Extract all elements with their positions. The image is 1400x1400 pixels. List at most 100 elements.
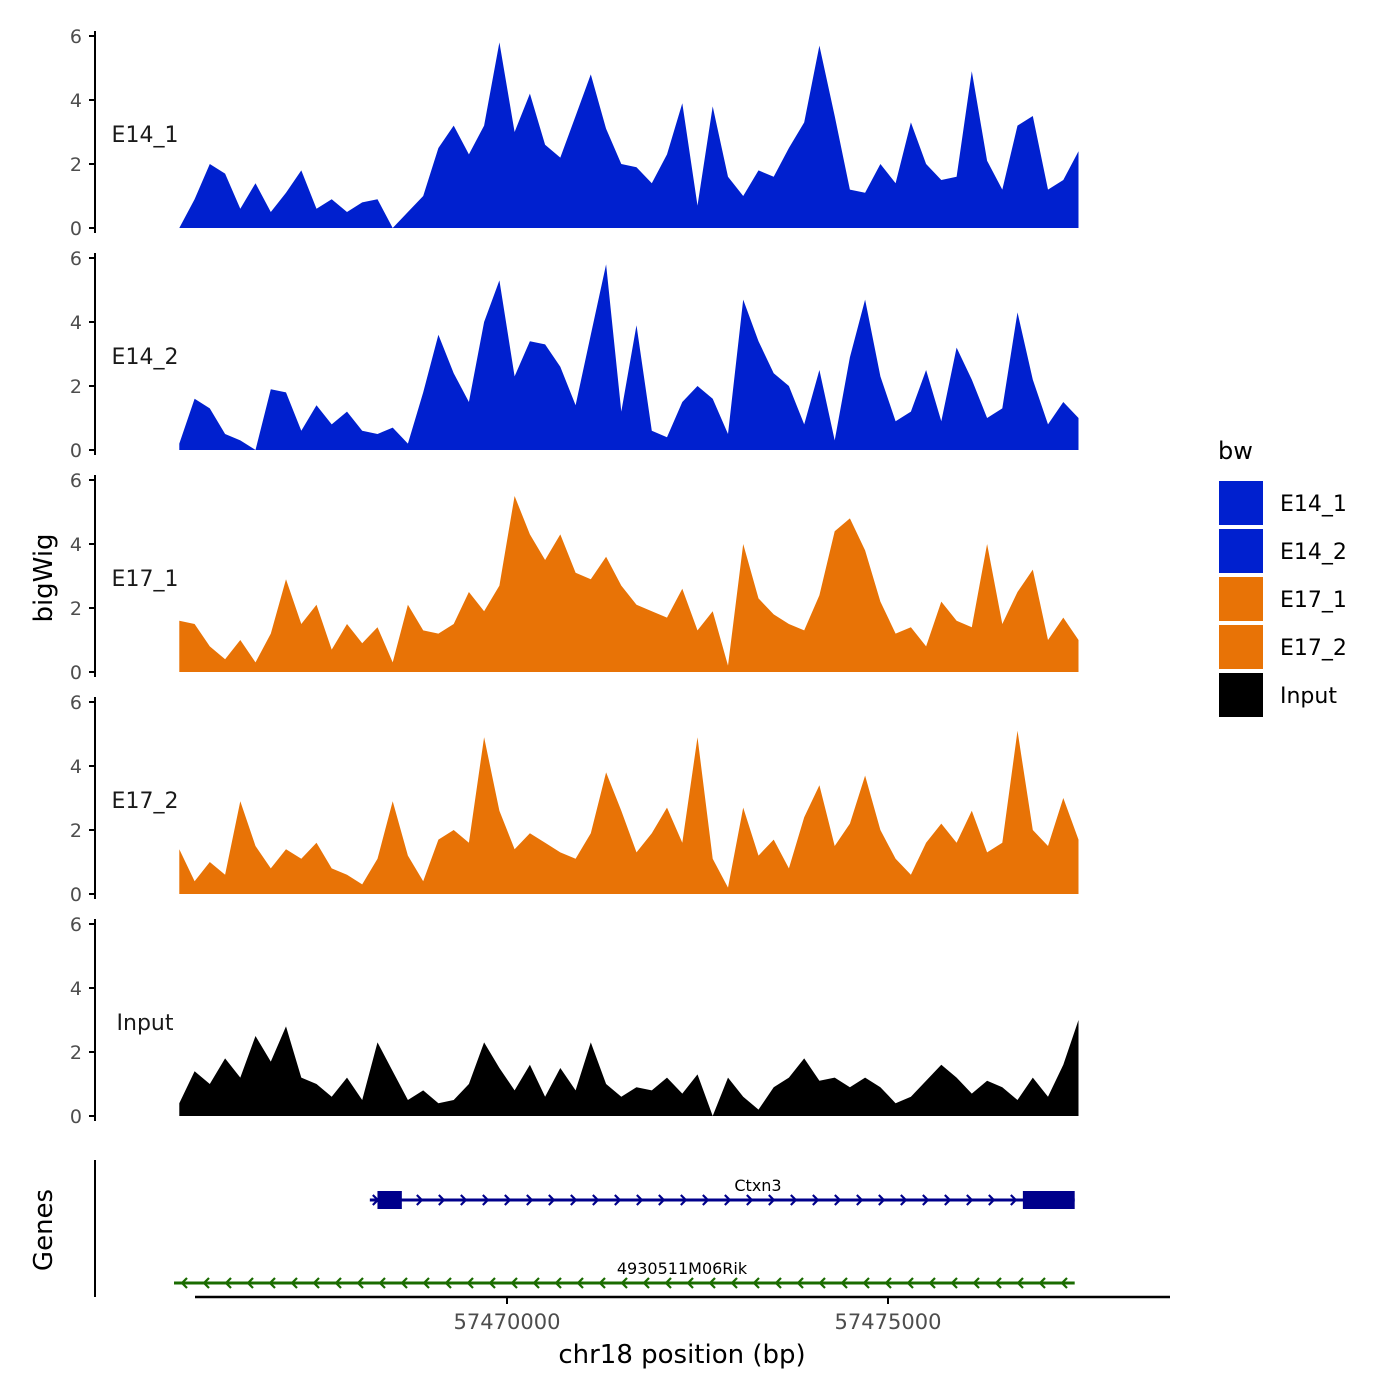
strand-arrow <box>1016 1277 1024 1289</box>
strand-arrow <box>686 1277 694 1289</box>
strand-arrow <box>730 1277 738 1289</box>
y-tick-label: 0 <box>70 662 82 684</box>
y-tick-label: 0 <box>70 440 82 462</box>
legend-swatch <box>1219 625 1263 669</box>
strand-arrow <box>664 1277 672 1289</box>
strand-arrow <box>312 1277 320 1289</box>
strand-arrow <box>598 1277 606 1289</box>
strand-arrow <box>460 1194 468 1206</box>
genes-axis-title: Genes <box>29 1189 59 1271</box>
strand-arrow <box>554 1277 562 1289</box>
y-tick-label: 0 <box>70 1106 82 1128</box>
track-panels: 0 2 4 6 E14_1 0 2 4 6 E14_2 0 2 4 6 E17_1 0 2 4 6 E17_2 0 2 4 6… <box>70 26 1079 1128</box>
strand-arrow <box>796 1277 804 1289</box>
strand-arrow <box>856 1194 864 1206</box>
strand-arrow <box>724 1194 732 1206</box>
exon-block <box>377 1191 402 1209</box>
strand-arrow <box>752 1277 760 1289</box>
y-tick-label: 0 <box>70 884 82 906</box>
track-label: Input <box>117 1011 174 1036</box>
strand-arrow <box>944 1194 952 1206</box>
y-tick-label: 4 <box>70 756 82 778</box>
legend-label: Input <box>1280 684 1337 709</box>
strand-arrow <box>840 1277 848 1289</box>
strand-arrow <box>400 1277 408 1289</box>
strand-arrow <box>224 1277 232 1289</box>
gene-name: 4930511M06Rik <box>617 1259 748 1278</box>
legend-swatch <box>1219 577 1263 621</box>
track-e17-2: 0 2 4 6 E17_2 <box>70 692 1079 906</box>
strand-arrow <box>482 1194 490 1206</box>
gene-name: Ctxn3 <box>734 1176 781 1195</box>
strand-arrow <box>950 1277 958 1289</box>
strand-arrow <box>526 1194 534 1206</box>
strand-arrow <box>504 1194 512 1206</box>
strand-arrow <box>180 1277 188 1289</box>
strand-arrow <box>438 1194 446 1206</box>
strand-arrow <box>592 1194 600 1206</box>
strand-arrow <box>928 1277 936 1289</box>
y-tick-label: 4 <box>70 312 82 334</box>
strand-arrow <box>510 1277 518 1289</box>
gene-4930511m06rik: 4930511M06Rik <box>174 1259 1075 1289</box>
strand-arrow <box>356 1277 364 1289</box>
track-label: E17_1 <box>112 567 179 592</box>
signal-area <box>179 496 1079 672</box>
strand-arrow <box>812 1194 820 1206</box>
strand-arrow <box>1010 1194 1018 1206</box>
track-label: E17_2 <box>112 789 179 814</box>
signal-area <box>179 1020 1079 1116</box>
strand-arrow <box>636 1194 644 1206</box>
strand-arrow <box>708 1277 716 1289</box>
strand-arrow <box>466 1277 474 1289</box>
y-tick-label: 4 <box>70 978 82 1000</box>
signal-area <box>179 42 1079 229</box>
legend-label: E17_1 <box>1280 588 1347 613</box>
strand-arrow <box>768 1194 776 1206</box>
y-tick-label: 2 <box>70 376 82 398</box>
y-tick-label: 6 <box>70 248 82 270</box>
legend-label: E14_2 <box>1280 540 1347 565</box>
y-axis-title: bigWig <box>29 533 59 622</box>
strand-arrow <box>1038 1277 1046 1289</box>
y-tick-label: 2 <box>70 820 82 842</box>
y-tick-label: 4 <box>70 534 82 556</box>
legend-label: E17_2 <box>1280 636 1347 661</box>
x-tick-label: 57470000 <box>454 1310 561 1334</box>
strand-arrow <box>746 1194 754 1206</box>
y-tick-label: 2 <box>70 154 82 176</box>
track-e14-2: 0 2 4 6 E14_2 <box>70 248 1079 462</box>
x-tick-label: 57475000 <box>835 1310 942 1334</box>
y-tick-label: 6 <box>70 26 82 48</box>
strand-arrow <box>658 1194 666 1206</box>
track-label: E14_2 <box>112 345 179 370</box>
strand-arrow <box>790 1194 798 1206</box>
strand-arrow <box>488 1277 496 1289</box>
strand-arrow <box>246 1277 254 1289</box>
strand-arrow <box>422 1277 430 1289</box>
x-axis-title: chr18 position (bp) <box>558 1340 805 1370</box>
x-axis: 57470000 57475000 <box>195 1295 1170 1334</box>
legend-swatch <box>1219 673 1263 717</box>
track-input: 0 2 4 6 Input <box>70 914 1079 1128</box>
exon-block <box>1022 1191 1075 1209</box>
strand-arrow <box>702 1194 710 1206</box>
y-tick-label: 2 <box>70 598 82 620</box>
track-e14-1: 0 2 4 6 E14_1 <box>70 26 1079 240</box>
legend-swatch <box>1219 481 1263 525</box>
y-tick-label: 0 <box>70 218 82 240</box>
strand-arrow <box>202 1277 210 1289</box>
strand-arrow <box>642 1277 650 1289</box>
strand-arrow <box>334 1277 342 1289</box>
y-tick-label: 6 <box>70 914 82 936</box>
legend-title: bw <box>1218 437 1253 465</box>
strand-arrow <box>862 1277 870 1289</box>
strand-arrow <box>548 1194 556 1206</box>
strand-arrow <box>1060 1277 1068 1289</box>
strand-arrow <box>988 1194 996 1206</box>
strand-arrow <box>906 1277 914 1289</box>
gene-track: Ctxn3 4930511M06Rik <box>94 1160 1075 1297</box>
legend: bw E14_1 E14_2 E17_1 E17_2 Input <box>1218 437 1347 717</box>
y-tick-label: 6 <box>70 692 82 714</box>
